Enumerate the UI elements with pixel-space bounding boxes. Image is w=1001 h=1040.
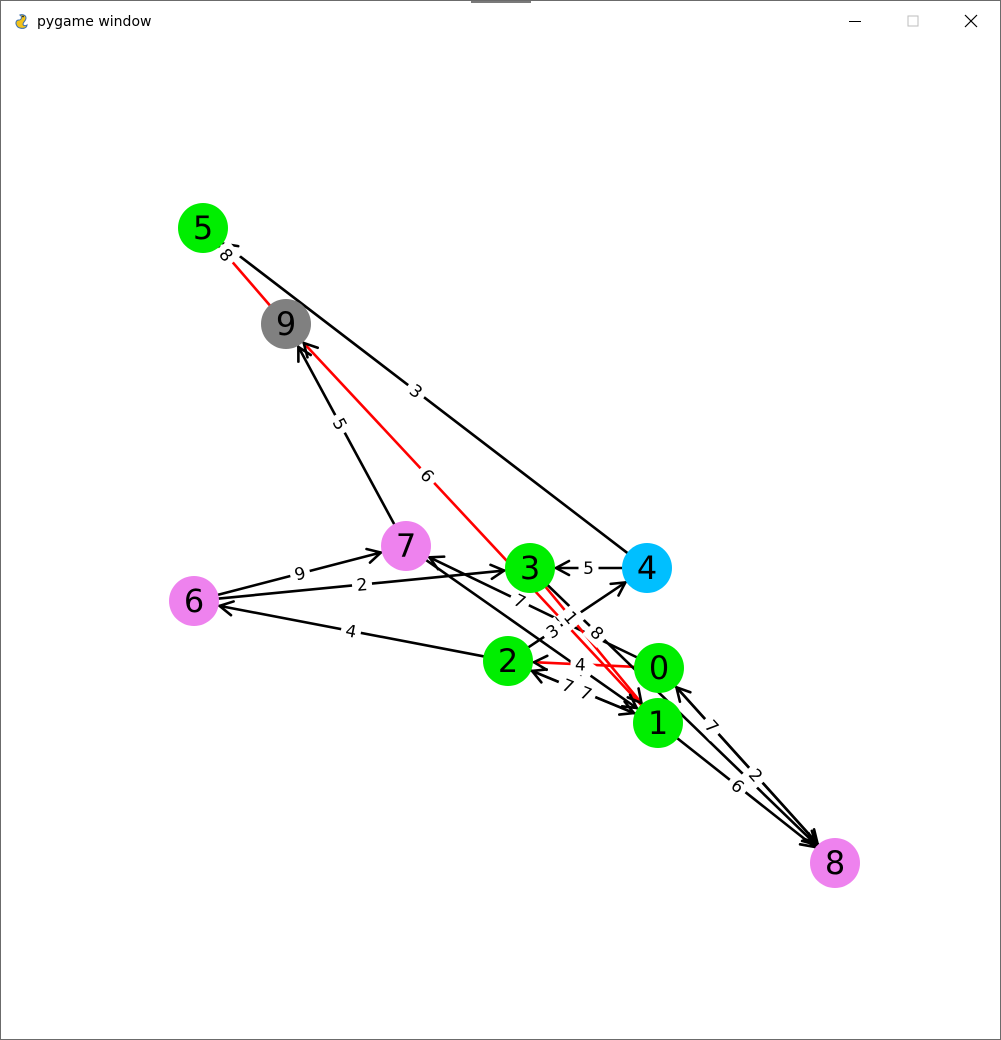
edge-weight-label: 7 bbox=[554, 671, 582, 700]
arrowhead bbox=[365, 547, 384, 564]
node-label: 8 bbox=[825, 844, 845, 882]
graph-node-3: 3 bbox=[505, 543, 555, 593]
svg-text:4: 4 bbox=[344, 621, 358, 643]
edge-weight-label: 4 bbox=[569, 652, 591, 676]
edge-3-8 bbox=[546, 584, 819, 847]
edge-labels-layer: 8635924537447718726 bbox=[211, 240, 771, 801]
svg-text:2: 2 bbox=[356, 575, 369, 596]
node-label: 7 bbox=[396, 527, 416, 565]
close-button[interactable] bbox=[943, 1, 999, 41]
arrowhead bbox=[553, 559, 571, 577]
edge-weight-label: 5 bbox=[325, 409, 355, 438]
arrowhead bbox=[489, 563, 507, 581]
node-label: 1 bbox=[648, 704, 668, 742]
edge-weight-label: 1 bbox=[556, 602, 586, 633]
edge-weight-label: 9 bbox=[287, 560, 313, 587]
arrowhead bbox=[609, 580, 628, 597]
edge-weight-label: 2 bbox=[350, 572, 374, 597]
graph-node-7: 7 bbox=[381, 521, 431, 571]
graph-node-8: 8 bbox=[810, 838, 860, 888]
arrowhead bbox=[798, 832, 817, 849]
node-label: 9 bbox=[276, 305, 296, 343]
edge-weight-label: 7 bbox=[506, 586, 534, 616]
graph-node-0: 0 bbox=[634, 643, 684, 693]
graph-node-5: 5 bbox=[178, 203, 228, 253]
node-label: 4 bbox=[637, 549, 657, 587]
node-label: 2 bbox=[498, 642, 518, 680]
pygame-snake-icon bbox=[13, 12, 31, 30]
edge-weight-label: 7 bbox=[696, 711, 727, 742]
node-label: 3 bbox=[520, 549, 540, 587]
title-bar-accent bbox=[471, 1, 531, 3]
edge-0-8 bbox=[674, 685, 820, 846]
edge-3-1 bbox=[544, 585, 644, 706]
close-icon bbox=[964, 14, 978, 28]
arrowhead bbox=[626, 687, 644, 706]
arrowhead bbox=[617, 700, 637, 716]
arrowhead bbox=[216, 600, 235, 617]
edge-weight-label: 6 bbox=[412, 460, 443, 491]
graph-node-6: 6 bbox=[169, 576, 219, 626]
edge-weight-label: 4 bbox=[339, 618, 363, 644]
title-bar[interactable]: pygame window bbox=[1, 1, 1000, 41]
svg-text:5: 5 bbox=[583, 559, 594, 579]
graph-node-2: 2 bbox=[483, 636, 533, 686]
graph-node-4: 4 bbox=[622, 543, 672, 593]
edge-weight-label: 8 bbox=[211, 240, 242, 270]
edge-weight-label: 6 bbox=[722, 771, 753, 801]
maximize-icon bbox=[907, 15, 919, 27]
maximize-button[interactable] bbox=[885, 1, 941, 41]
edge-weight-label: 7 bbox=[572, 679, 600, 708]
graph-node-9: 9 bbox=[261, 299, 311, 349]
arrowhead bbox=[531, 654, 549, 672]
svg-text:9: 9 bbox=[292, 563, 308, 585]
node-label: 6 bbox=[184, 582, 204, 620]
window-title: pygame window bbox=[37, 14, 152, 30]
edge-4-5 bbox=[221, 242, 629, 555]
edge-weight-label: 3 bbox=[401, 376, 431, 407]
graph-node-1: 1 bbox=[633, 698, 683, 748]
edge-weight-label: 3 bbox=[538, 616, 567, 646]
edge-7-9 bbox=[297, 344, 396, 526]
arrowhead bbox=[297, 344, 313, 363]
edge-weight-label: 8 bbox=[582, 618, 612, 648]
minimize-icon bbox=[849, 15, 861, 27]
node-label: 0 bbox=[649, 649, 669, 687]
edge-1-8 bbox=[676, 737, 817, 849]
minimize-button[interactable] bbox=[827, 1, 883, 41]
svg-text:4: 4 bbox=[575, 655, 587, 675]
node-label: 5 bbox=[193, 209, 213, 247]
edge-weight-label: 5 bbox=[578, 557, 599, 579]
